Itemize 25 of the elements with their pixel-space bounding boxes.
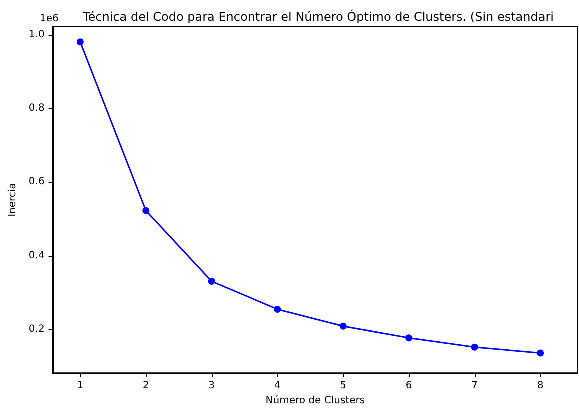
x-tick-label: 6 bbox=[406, 380, 412, 392]
chart-title: Técnica del Codo para Encontrar el Número Óptimo de Clusters. (Sin estandari bbox=[82, 9, 554, 24]
x-tick-label: 5 bbox=[340, 380, 347, 392]
text: 1e6 bbox=[40, 14, 59, 24]
y-tick-label: 0.6 bbox=[28, 176, 45, 188]
x-tick-label: 7 bbox=[472, 380, 478, 392]
point bbox=[76, 38, 84, 46]
point bbox=[142, 207, 150, 214]
y-tick-label: 0.4 bbox=[28, 250, 45, 262]
x-tick-label: 4 bbox=[274, 380, 281, 392]
y-tick-label: 0.2 bbox=[28, 324, 45, 335]
x-tick-label: 3 bbox=[208, 380, 216, 392]
x-tick-label: 8 bbox=[537, 380, 544, 392]
point bbox=[537, 350, 544, 357]
y-axis-title: Inercia bbox=[8, 183, 18, 217]
point bbox=[406, 334, 413, 342]
y-tick-label: 1.0 bbox=[28, 30, 45, 41]
point bbox=[208, 278, 216, 286]
x-tick-label: 1 bbox=[77, 380, 84, 392]
point bbox=[274, 306, 282, 313]
x-axis-title: Número de Clusters bbox=[266, 396, 366, 406]
point bbox=[340, 322, 347, 330]
x-tick-label: 2 bbox=[142, 380, 150, 392]
y-tick-label: 0.8 bbox=[28, 103, 45, 114]
point bbox=[471, 344, 478, 351]
